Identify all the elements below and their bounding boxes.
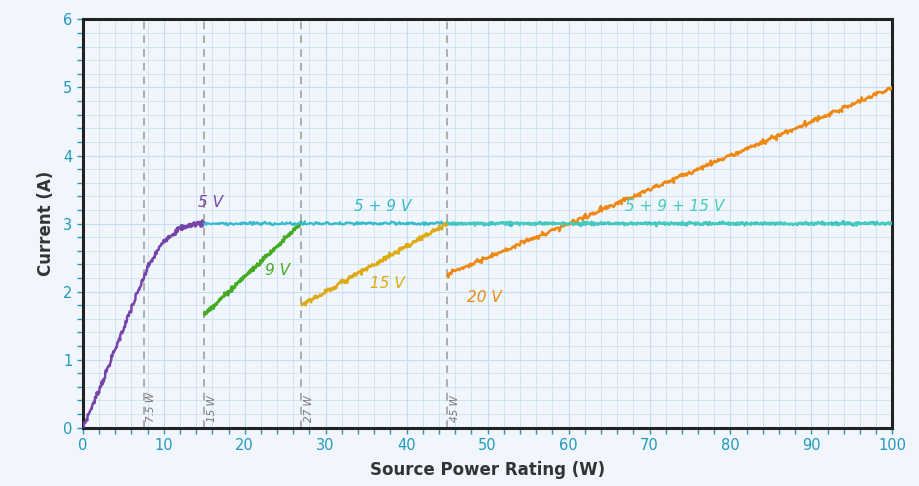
- Text: 27 W: 27 W: [304, 396, 314, 422]
- Text: 20 V: 20 V: [467, 290, 502, 305]
- Text: 7.5 W: 7.5 W: [146, 392, 156, 422]
- Text: 15 V: 15 V: [369, 276, 404, 291]
- Y-axis label: Current (A): Current (A): [37, 171, 54, 276]
- Text: 5 + 9 V: 5 + 9 V: [354, 199, 411, 214]
- Text: 9 V: 9 V: [265, 262, 289, 278]
- Text: 5 + 9 + 15 V: 5 + 9 + 15 V: [625, 199, 723, 214]
- Text: 45 W: 45 W: [449, 396, 460, 422]
- X-axis label: Source Power Rating (W): Source Power Rating (W): [369, 461, 605, 479]
- Text: 5 V: 5 V: [198, 194, 222, 209]
- Text: 15 W: 15 W: [207, 396, 217, 422]
